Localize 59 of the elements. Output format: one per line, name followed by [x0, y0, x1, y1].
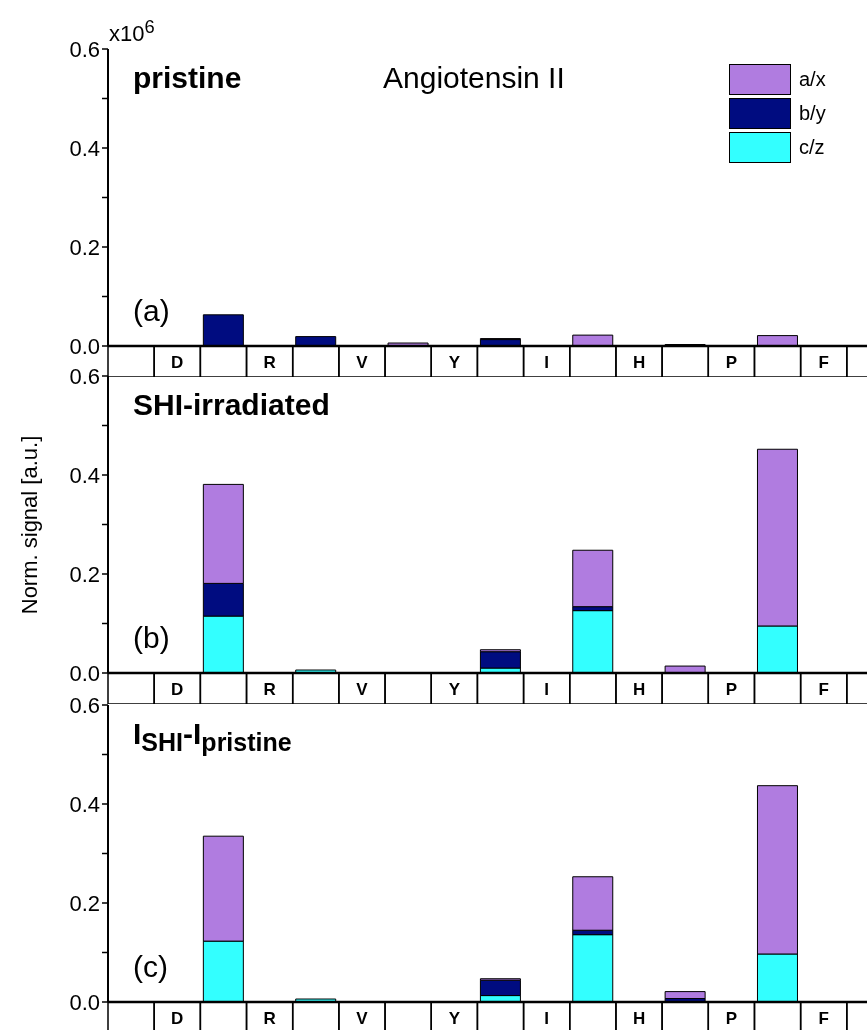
- x-tick-label: V: [356, 680, 369, 699]
- y-tick-label: 0.2: [69, 890, 100, 916]
- x-tick-label: F: [818, 352, 829, 372]
- x-tick-label: P: [725, 680, 738, 699]
- text: I$_{SHI}$-I$_{pristine}$: [133, 717, 292, 756]
- x-tick-label: F: [818, 680, 829, 699]
- x-tick-label: D: [171, 352, 184, 372]
- x-tick-label: H: [632, 1009, 646, 1028]
- chart-title: pristine: [133, 60, 242, 94]
- x-tick-label: D: [171, 680, 184, 699]
- y-tick-label: 0.0: [69, 660, 100, 686]
- y-axis-title: Norm. signal [a.u.]: [17, 435, 42, 614]
- bar: [572, 549, 614, 608]
- x-tick-label: V: [356, 352, 369, 372]
- annotation: (c): [133, 950, 168, 983]
- legend-label: c/z: [799, 136, 825, 158]
- x-tick-label: R: [263, 680, 276, 699]
- x-tick-label: P: [725, 352, 738, 372]
- y-tick-label: 0.4: [69, 462, 100, 488]
- x-tick-label: Y: [448, 1009, 461, 1028]
- x-tick-label: I: [544, 352, 550, 372]
- bar: [664, 991, 706, 1000]
- y-tick-label: 0.4: [69, 135, 100, 161]
- bar: [572, 610, 614, 673]
- legend-label: b/y: [799, 102, 826, 124]
- bar: [756, 334, 798, 346]
- annotation: Angiotensin II: [383, 60, 565, 94]
- annotation: (a): [133, 293, 170, 327]
- y-tick-label: 0.6: [69, 692, 100, 718]
- bar: [479, 979, 521, 997]
- bar: [572, 934, 614, 1002]
- x-tick-label: R: [263, 352, 276, 372]
- y-tick-label: 0.6: [69, 36, 100, 62]
- x-tick-label: I: [544, 1009, 550, 1028]
- x-tick-label: V: [356, 1009, 369, 1028]
- annotation: (b): [133, 621, 170, 654]
- x-tick-label: R: [263, 1009, 276, 1028]
- y-tick-label: 0.4: [69, 791, 100, 817]
- y-tick-label: 0.0: [69, 333, 100, 359]
- text: x10$^{6}$: [109, 15, 155, 46]
- legend-label: a/x: [799, 68, 826, 90]
- y-tick-label: 0.2: [69, 234, 100, 260]
- y-tick-label: 0.0: [69, 989, 100, 1015]
- bar: [572, 334, 614, 346]
- bar: [479, 651, 521, 669]
- x-tick-label: D: [171, 1009, 184, 1028]
- y-tick-label: 0.6: [69, 363, 100, 389]
- bar: [202, 313, 244, 346]
- x-tick-label: F: [818, 1009, 829, 1028]
- bar: [572, 876, 614, 931]
- x-tick-label: Y: [448, 352, 461, 372]
- x-tick-label: I: [544, 680, 550, 699]
- bar: [295, 335, 337, 346]
- chart-title: SHI-irradiated: [133, 388, 330, 421]
- y-tick-label: 0.2: [69, 561, 100, 587]
- x-tick-label: H: [632, 352, 646, 372]
- x-tick-label: Y: [448, 680, 461, 699]
- x-tick-label: P: [725, 1009, 738, 1028]
- x-tick-label: H: [632, 680, 646, 699]
